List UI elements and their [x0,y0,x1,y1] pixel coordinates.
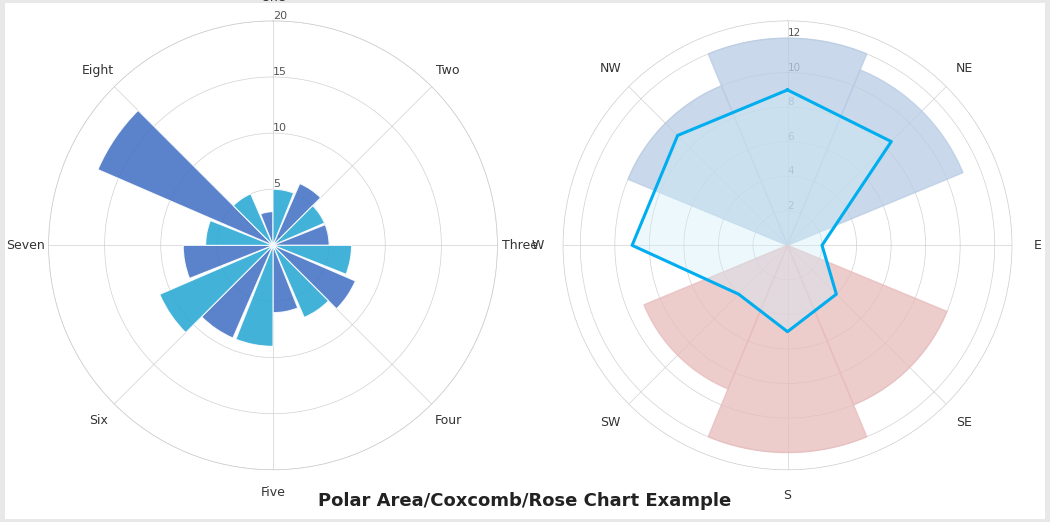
Bar [98,111,273,245]
Bar [202,245,273,338]
Bar [273,245,329,317]
Bar [260,212,273,245]
Bar [273,245,355,309]
Bar [273,245,298,313]
Polygon shape [708,245,867,453]
Bar [273,184,320,245]
Polygon shape [788,70,963,245]
Bar [183,245,273,278]
Polygon shape [628,86,788,245]
Bar [273,189,294,245]
Bar [273,245,352,274]
Polygon shape [644,245,788,389]
Bar [160,245,273,333]
Text: Polar Area/Coxcomb/Rose Chart Example: Polar Area/Coxcomb/Rose Chart Example [318,492,732,510]
Bar [236,245,273,347]
Polygon shape [788,245,947,405]
Bar [233,194,273,245]
Polygon shape [708,38,867,245]
Bar [206,221,273,245]
Polygon shape [632,90,891,331]
Bar [273,206,324,245]
Bar [273,224,329,245]
